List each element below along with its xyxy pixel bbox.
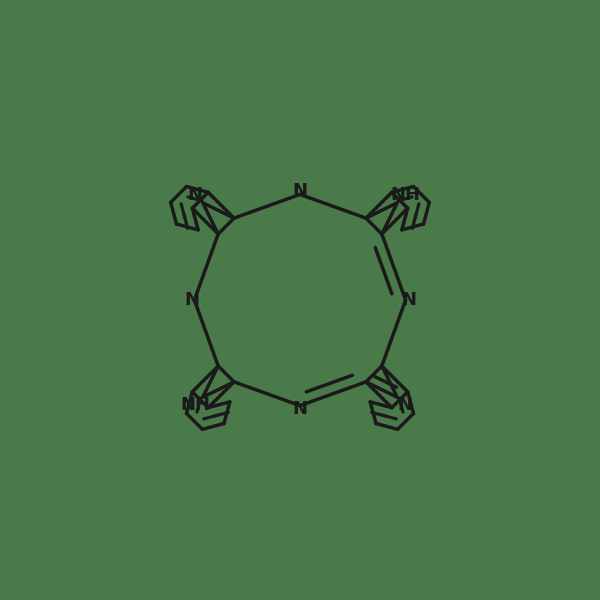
Text: N: N <box>401 291 416 309</box>
Text: N: N <box>184 291 199 309</box>
Text: N: N <box>188 186 203 204</box>
Text: N: N <box>293 400 308 418</box>
Text: NH: NH <box>390 186 420 204</box>
Text: N: N <box>293 182 308 200</box>
Text: N: N <box>397 396 412 414</box>
Text: NH: NH <box>180 396 210 414</box>
